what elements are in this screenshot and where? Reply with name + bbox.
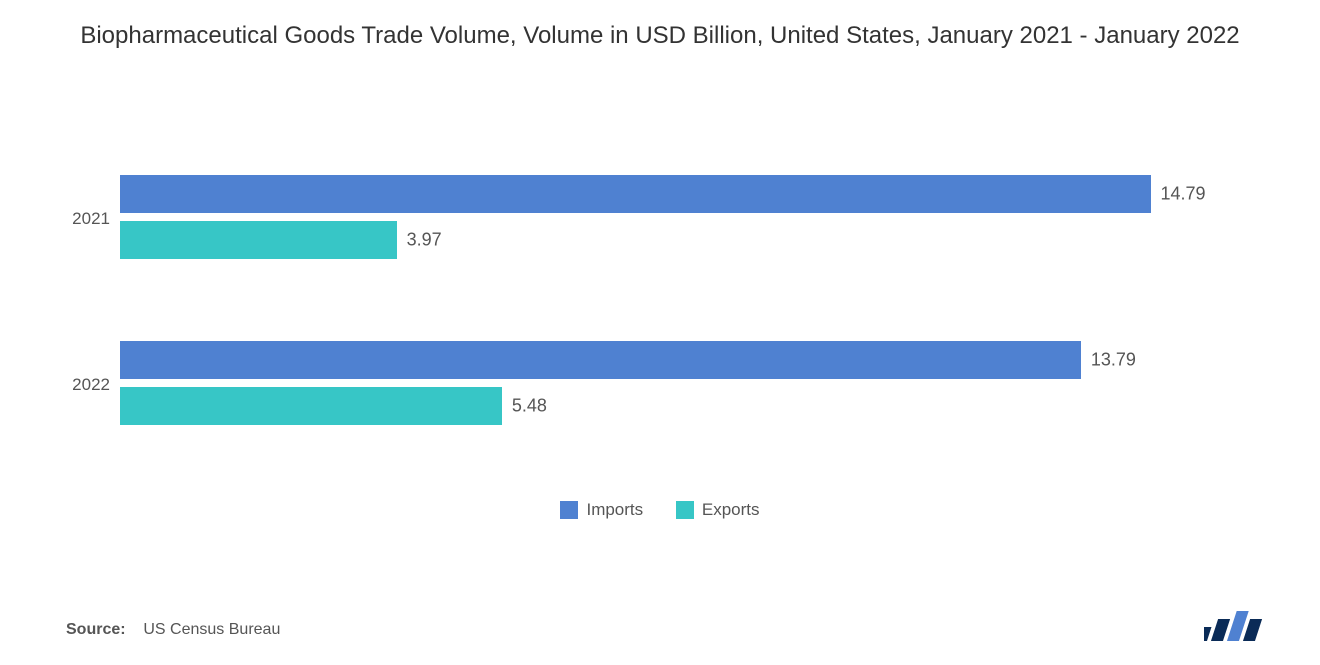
legend-swatch-exports — [676, 501, 694, 519]
value-label: 5.48 — [512, 396, 547, 417]
brand-logo-icon — [1204, 607, 1274, 641]
legend-label: Exports — [702, 500, 760, 520]
source-line: Source: US Census Bureau — [66, 621, 280, 639]
legend: Imports Exports — [0, 500, 1320, 524]
bar-exports: 5.48 — [120, 387, 502, 425]
legend-item-imports: Imports — [560, 500, 643, 520]
bar-exports: 3.97 — [120, 221, 397, 259]
value-label: 3.97 — [407, 230, 442, 251]
source-label: Source: — [66, 621, 126, 638]
bar-imports: 14.79 — [120, 175, 1151, 213]
value-label: 14.79 — [1161, 184, 1206, 205]
category-label: 2022 — [50, 375, 110, 395]
legend-item-exports: Exports — [676, 500, 760, 520]
plot-area: 2021 14.79 3.97 2022 13.79 5.48 — [120, 160, 1200, 470]
category-label: 2021 — [50, 209, 110, 229]
legend-swatch-imports — [560, 501, 578, 519]
chart-title: Biopharmaceutical Goods Trade Volume, Vo… — [80, 20, 1240, 52]
value-label: 13.79 — [1091, 350, 1136, 371]
bar-imports: 13.79 — [120, 341, 1081, 379]
source-text: US Census Bureau — [143, 621, 280, 638]
legend-label: Imports — [586, 500, 643, 520]
chart-container: Biopharmaceutical Goods Trade Volume, Vo… — [0, 0, 1320, 665]
